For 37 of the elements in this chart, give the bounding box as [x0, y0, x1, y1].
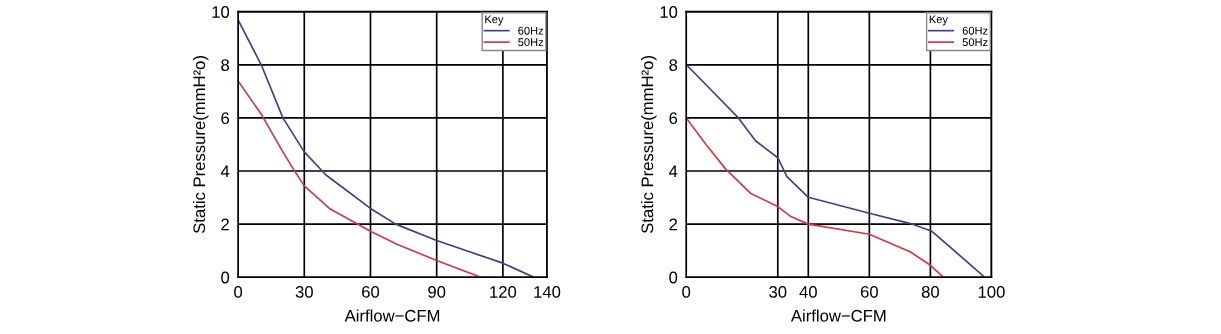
x-tick-label: 30: [769, 285, 787, 298]
legend-label: 50Hz: [518, 38, 544, 47]
legend-title: Key: [929, 15, 948, 26]
y-tick-label: 2: [221, 218, 229, 231]
y-tick-label: 0: [669, 271, 678, 284]
y-tick-label: 10: [212, 6, 230, 18]
x-tick-label: 40: [799, 285, 817, 298]
y-tick-label: 4: [220, 165, 230, 178]
line-series: [686, 63, 986, 278]
legend-label: 60Hz: [962, 26, 988, 35]
y-tick-label: 10: [660, 6, 678, 18]
y-axis-title: Static Pressure(mmH²o): [641, 56, 657, 234]
x-tick-label: 140: [534, 285, 561, 298]
y-tick-label: 6: [669, 112, 678, 125]
x-tick-label: 120: [490, 285, 517, 298]
x-tick-label: 0: [682, 285, 691, 298]
line-series: [238, 80, 482, 278]
y-tick-label: 2: [669, 218, 678, 231]
x-tick-label: 0: [234, 285, 243, 298]
y-axis-title: Static Pressure(mmH²o): [192, 56, 209, 234]
y-tick-label: 0: [221, 271, 230, 284]
y-tick-label: 4: [668, 165, 678, 178]
line-series: [686, 117, 945, 278]
x-tick-label: 60: [362, 285, 380, 298]
y-tick-label: 8: [669, 59, 678, 71]
x-tick-label: 80: [921, 285, 940, 298]
x-tick-label: 30: [295, 285, 313, 298]
legend-title: Key: [485, 15, 504, 26]
y-tick-label: 6: [221, 112, 230, 125]
x-axis-title: Airflow−CFM: [790, 309, 886, 322]
y-tick-label: 8: [221, 59, 230, 71]
x-tick-label: 100: [978, 285, 1005, 298]
legend-label: 60Hz: [518, 26, 544, 35]
x-tick-label: 90: [428, 285, 446, 298]
x-axis-title: Airflow−CFM: [344, 309, 440, 322]
x-tick-label: 60: [860, 285, 878, 298]
legend-label: 50Hz: [962, 38, 988, 47]
